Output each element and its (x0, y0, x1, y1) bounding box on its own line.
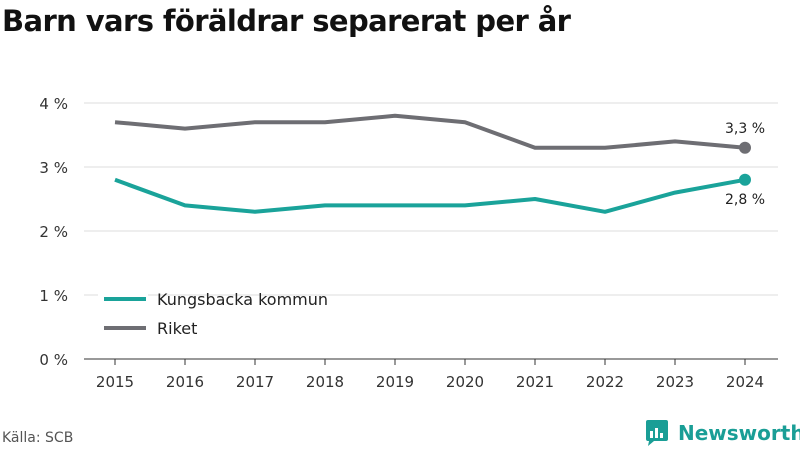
grid-layer (84, 102, 778, 360)
legend-label: Kungsbacka kommun (157, 290, 328, 309)
x-tick-label: 2016 (166, 373, 204, 391)
series-end-point (739, 173, 751, 186)
legend-bg (98, 320, 148, 352)
x-tick-label: 2017 (236, 373, 274, 391)
brand-name: Newsworthy (678, 421, 800, 445)
x-tick-label: 2021 (516, 373, 554, 391)
y-tick-label: 4 % (39, 95, 68, 113)
series-end-point (739, 141, 751, 154)
legend-label: Riket (157, 319, 197, 338)
y-tick-label: 1 % (39, 287, 68, 305)
y-tick-label: 0 % (39, 351, 68, 369)
x-tick-label: 2024 (726, 373, 764, 391)
label-layer: 2,8 % 3,3 % (725, 121, 765, 208)
series-line (114, 177, 746, 214)
x-tick-label: 2018 (306, 373, 344, 391)
newsworthy-logo-icon (646, 420, 668, 446)
y-tick-label: 2 % (39, 223, 68, 241)
x-tick-label: 2023 (656, 373, 694, 391)
legend-bg (98, 291, 148, 323)
legend: Kungsbacka kommun Riket (98, 290, 328, 352)
brand-logo[interactable]: Newsworthy (644, 419, 800, 447)
x-tick-label: 2020 (446, 373, 484, 391)
y-tick-label: 3 % (39, 159, 68, 177)
x-tick-label: 2019 (376, 373, 414, 391)
chart-title: Barn vars föräldrar separerat per år (2, 4, 571, 38)
series-layer (114, 113, 751, 214)
x-tick-label: 2015 (96, 373, 134, 391)
x-tick-label: 2022 (586, 373, 624, 391)
axis-layer: 0 % 1 % 2 % 3 % 4 % 2015 2016 2017 2018 2019 2020 2… (39, 95, 764, 391)
series-line (114, 113, 746, 150)
end-value-label: 2,8 % (725, 192, 765, 208)
end-value-label: 3,3 % (725, 121, 765, 137)
source-note: Källa: SCB (2, 430, 74, 446)
